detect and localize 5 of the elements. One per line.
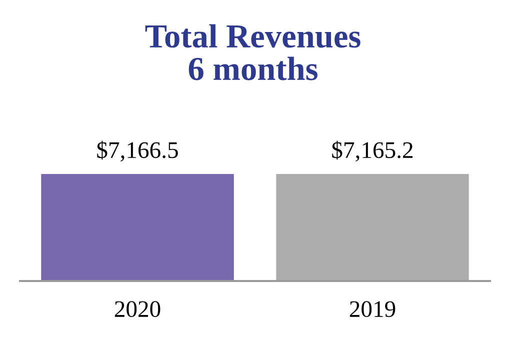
x-tick-label: 2020	[114, 301, 160, 318]
data-label: $7,166.5	[97, 140, 178, 162]
data-label: $7,165.2	[332, 140, 413, 162]
chart-title: Total Revenues 6 months	[145, 24, 360, 80]
x-tick-label: 2019	[350, 301, 396, 318]
